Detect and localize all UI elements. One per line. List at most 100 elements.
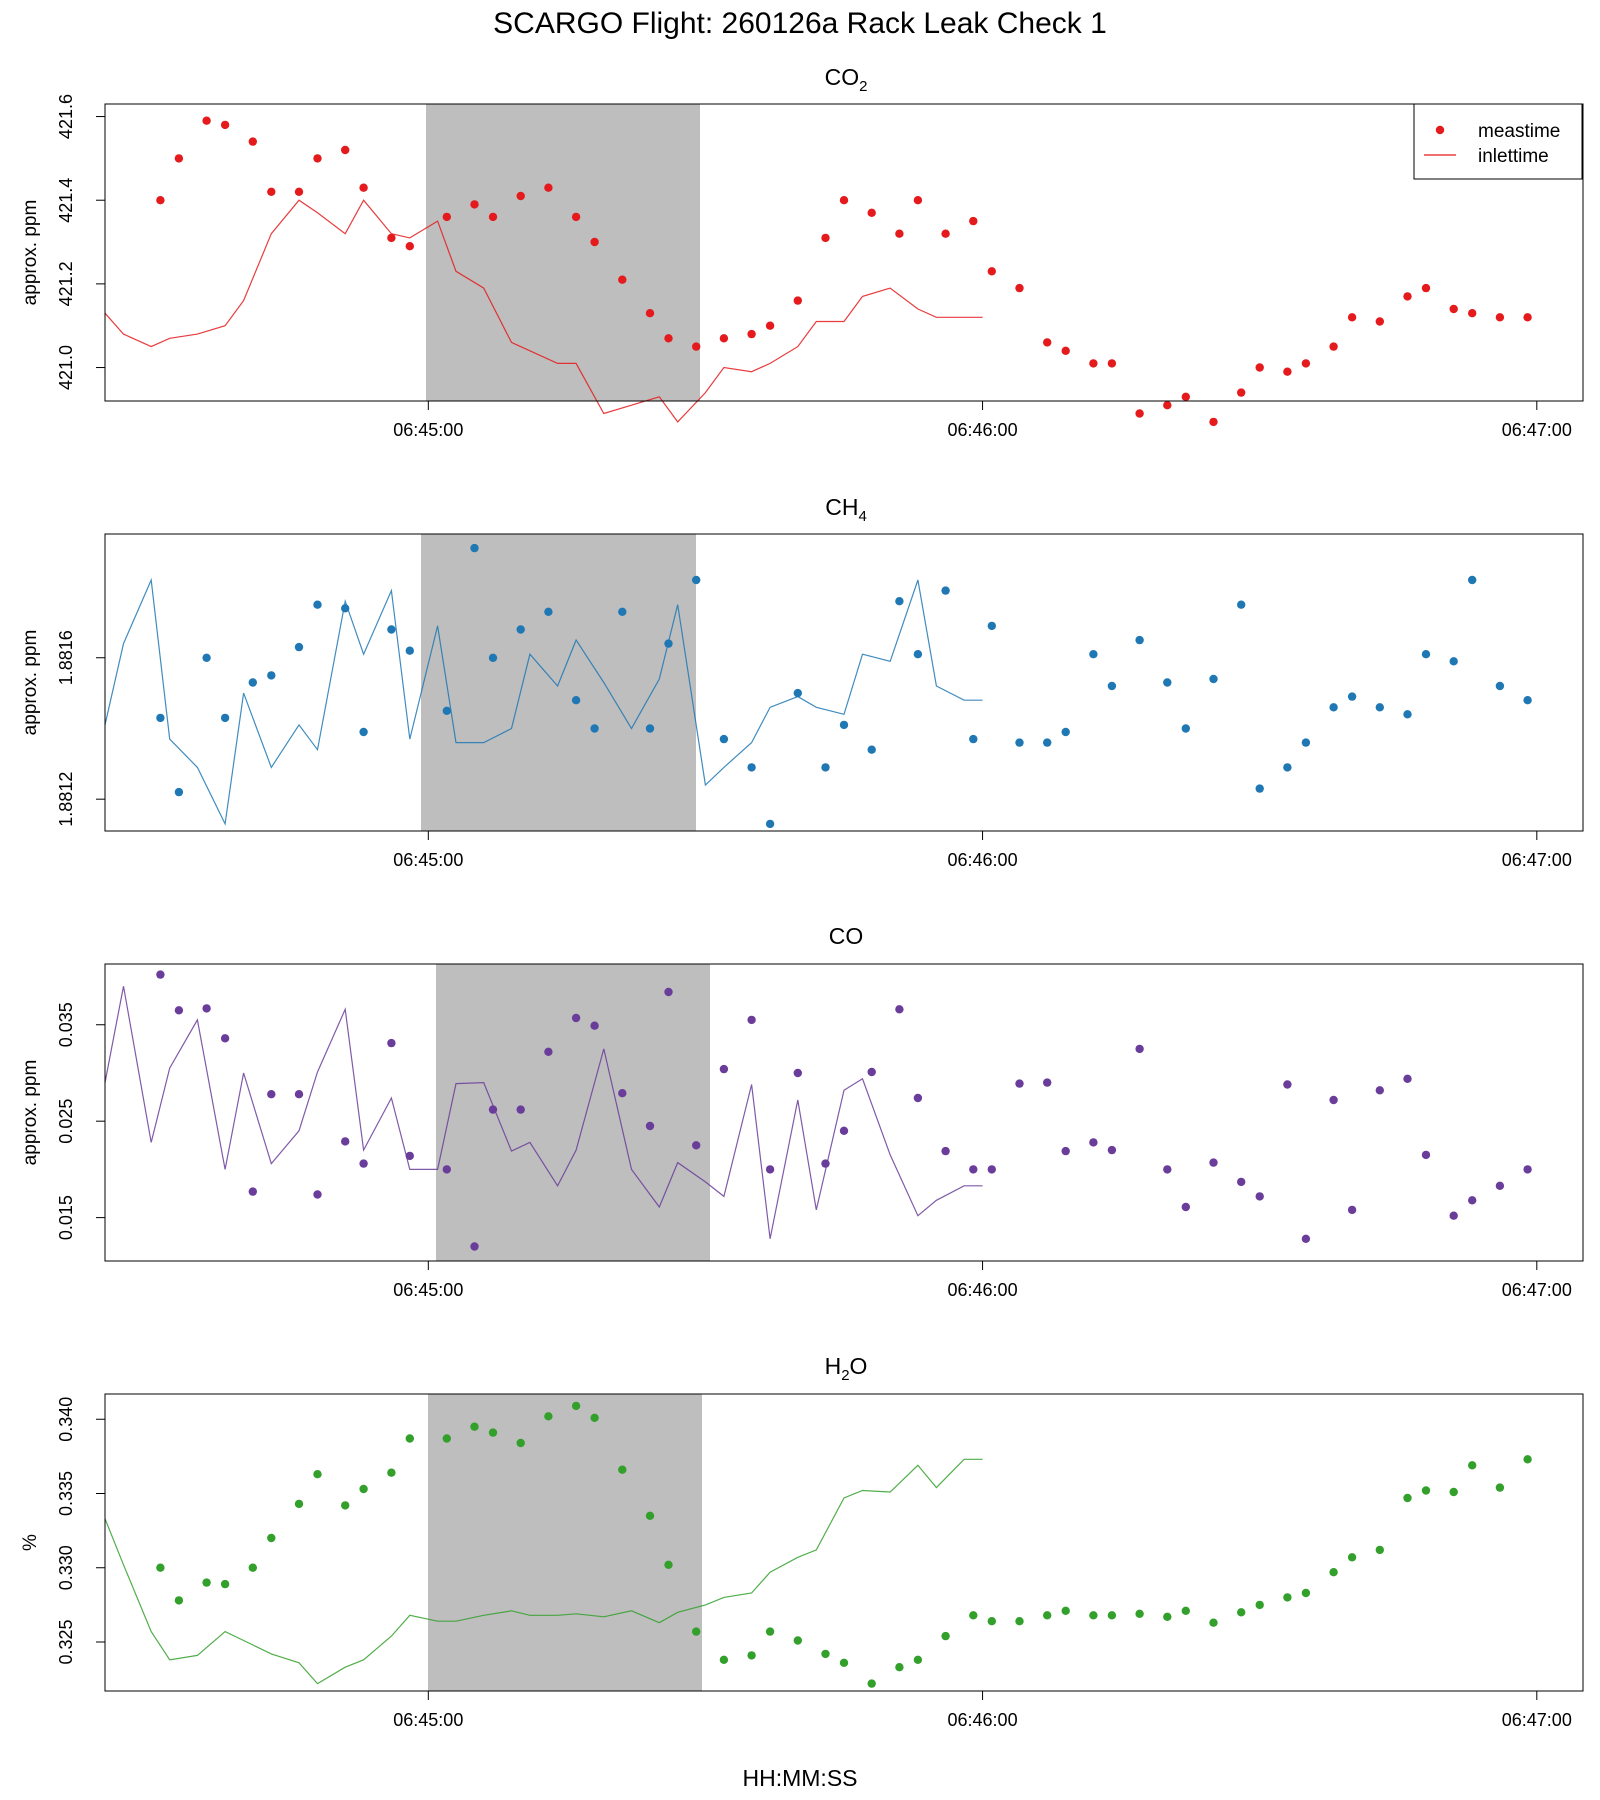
data-point-meastime <box>618 1465 627 1474</box>
data-point-meastime <box>442 1434 451 1443</box>
data-point-meastime <box>1181 392 1191 401</box>
data-point-meastime <box>220 1579 230 1589</box>
y-axis-label: approx. ppm <box>20 1060 41 1166</box>
data-point-meastime <box>1449 657 1458 666</box>
data-point-meastime <box>1089 1138 1098 1147</box>
panel-title: H2O <box>825 1353 868 1384</box>
data-point-meastime <box>1449 1487 1458 1497</box>
data-point-meastime <box>1015 1617 1024 1626</box>
data-point-meastime <box>267 1090 276 1099</box>
data-point-meastime <box>1375 1086 1385 1095</box>
data-point-meastime <box>1043 738 1052 747</box>
data-point-meastime <box>719 1655 729 1665</box>
data-point-meastime <box>387 1468 396 1477</box>
data-point-meastime <box>220 120 230 130</box>
x-tick-label: 06:45:00 <box>393 1710 463 1730</box>
y-tick-label: 421.6 <box>56 94 76 139</box>
y-axis-label: approx. ppm <box>20 630 41 736</box>
data-point-meastime <box>405 1151 414 1161</box>
data-point-meastime <box>1107 359 1117 368</box>
y-tick-label: 0.325 <box>56 1619 76 1664</box>
data-point-meastime <box>1163 401 1172 410</box>
data-point-meastime <box>248 1563 257 1572</box>
data-point-meastime <box>969 734 978 744</box>
data-point-meastime <box>1163 1165 1172 1174</box>
data-point-meastime <box>156 713 165 723</box>
data-point-meastime <box>202 1578 211 1587</box>
data-point-meastime <box>1301 738 1311 747</box>
data-point-meastime <box>1403 1074 1412 1084</box>
data-point-meastime <box>1043 338 1052 347</box>
data-point-meastime <box>470 1242 479 1251</box>
y-tick-label: 0.035 <box>56 1002 76 1047</box>
data-point-meastime <box>248 137 257 146</box>
data-point-meastime <box>387 233 396 243</box>
data-point-meastime <box>719 734 729 744</box>
data-point-meastime <box>987 267 996 276</box>
x-tick-label: 06:47:00 <box>1502 1710 1572 1730</box>
data-point-meastime <box>341 1501 350 1510</box>
data-point-meastime <box>987 621 996 631</box>
y-tick-label: 0.340 <box>56 1397 76 1442</box>
data-point-meastime <box>1283 763 1292 772</box>
data-point-meastime <box>1523 313 1532 322</box>
data-point-meastime <box>719 1064 729 1074</box>
data-point-meastime <box>839 1658 849 1668</box>
data-point-meastime <box>442 1165 451 1174</box>
data-point-meastime <box>267 671 276 680</box>
data-point-meastime <box>405 242 414 251</box>
data-point-meastime <box>1375 703 1385 712</box>
panel-title: CO <box>829 923 864 949</box>
data-point-meastime <box>692 342 701 351</box>
data-point-meastime <box>765 1627 775 1636</box>
x-tick-label: 06:46:00 <box>948 420 1018 440</box>
data-point-meastime <box>1061 727 1070 737</box>
legend-entry-meastime: meastime <box>1478 121 1560 142</box>
data-point-meastime <box>765 1165 775 1174</box>
data-point-meastime <box>941 229 950 238</box>
series-line-inlettime <box>104 986 983 1239</box>
data-point-meastime <box>1449 304 1458 314</box>
data-point-meastime <box>220 1034 230 1043</box>
y-tick-label: 0.330 <box>56 1545 76 1590</box>
data-point-meastime <box>867 1679 876 1688</box>
shaded-interval <box>436 964 710 1261</box>
data-point-meastime <box>470 1422 479 1431</box>
data-point-meastime <box>1523 1455 1532 1464</box>
data-point-meastime <box>1421 650 1431 659</box>
data-point-meastime <box>1043 1611 1052 1620</box>
data-point-meastime <box>202 116 211 125</box>
data-point-meastime <box>571 696 581 705</box>
data-point-meastime <box>1347 1205 1357 1215</box>
data-point-meastime <box>1347 1553 1357 1562</box>
legend-point-marker <box>1435 125 1445 135</box>
data-point-meastime <box>1237 600 1246 609</box>
data-point-meastime <box>202 653 211 662</box>
data-point-meastime <box>664 334 673 343</box>
data-point-meastime <box>1089 650 1098 659</box>
data-point-meastime <box>294 187 304 196</box>
data-point-meastime <box>1421 1486 1431 1495</box>
series-line-inlettime <box>104 577 983 826</box>
data-point-meastime <box>174 154 184 163</box>
data-point-meastime <box>1163 678 1172 687</box>
plot-frame <box>104 1393 1584 1692</box>
shaded-interval <box>426 104 700 401</box>
data-point-meastime <box>1403 710 1412 719</box>
y-tick-label: 0.015 <box>56 1195 76 1240</box>
data-point-meastime <box>645 1511 655 1521</box>
data-point-meastime <box>747 329 756 339</box>
x-tick-label: 06:47:00 <box>1502 850 1572 870</box>
data-point-meastime <box>1107 681 1117 691</box>
y-tick-label: 1.8816 <box>56 630 76 685</box>
data-point-meastime <box>1209 417 1218 427</box>
data-point-meastime <box>544 607 553 616</box>
data-point-meastime <box>1237 1608 1246 1617</box>
data-point-meastime <box>1237 1177 1246 1187</box>
data-point-meastime <box>1061 346 1070 355</box>
data-point-meastime <box>1421 283 1431 293</box>
data-point-meastime <box>1061 1606 1070 1616</box>
figure-title: SCARGO Flight: 260126a Rack Leak Check 1 <box>493 7 1107 40</box>
data-point-meastime <box>1181 724 1191 733</box>
data-point-meastime <box>1209 1158 1218 1167</box>
